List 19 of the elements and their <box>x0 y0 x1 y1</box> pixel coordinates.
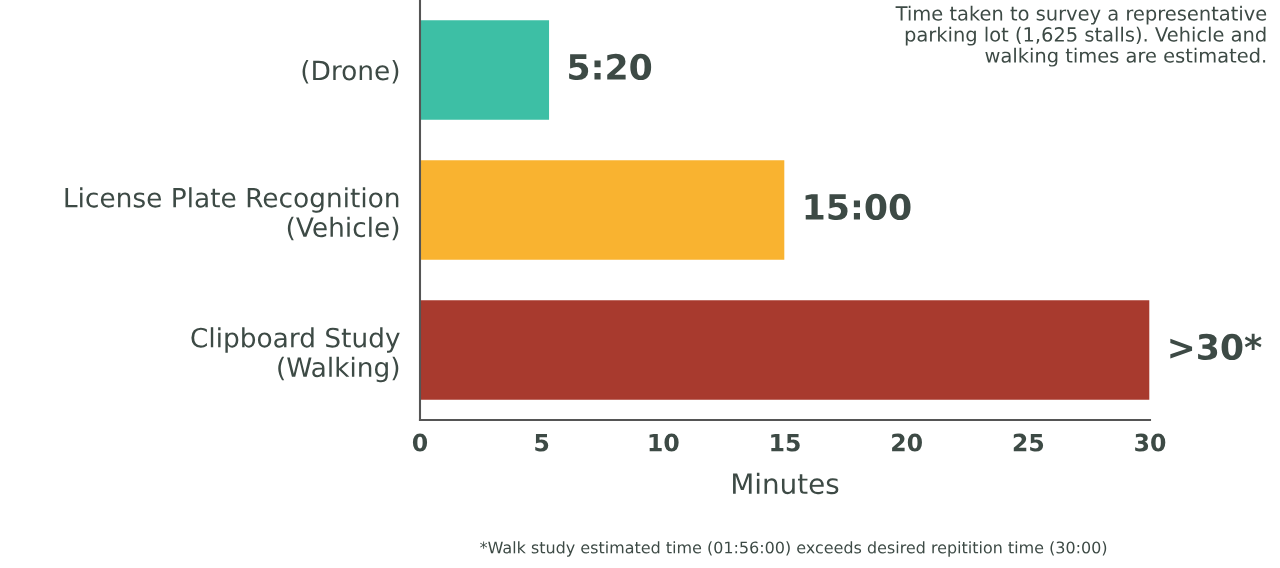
data-label: 5:20 <box>569 53 652 81</box>
x-tick-label: 10 <box>649 433 679 452</box>
data-label: >30* <box>1170 333 1262 361</box>
x-tick-label: 25 <box>1013 433 1044 452</box>
data-label: 15:00 <box>805 193 911 221</box>
y-tick-label: Clipboard Study (Walking) <box>191 327 400 383</box>
bar <box>420 158 786 262</box>
y-tick-label: License Plate Recognition (Vehicle) <box>65 187 399 241</box>
annotation: Time taken to survey a representative parking lot (1,625 stalls). Vehicle and walking times are estimated. <box>895 5 1267 67</box>
y-tick-label: (Drone) <box>302 60 399 84</box>
x-axis-title: Minutes <box>733 472 839 495</box>
x-tick-label: 20 <box>892 433 922 452</box>
x-tick-label: 15 <box>771 433 800 452</box>
bar <box>420 18 551 122</box>
bar <box>420 298 1150 402</box>
text: *Walk study estimated time (01:56:00) exceeds desired repitition time (30:00) <box>480 541 1107 557</box>
x-tick-label: 30 <box>1135 433 1166 452</box>
x-tick-label: 0 <box>412 433 428 452</box>
x-tick-label: 5 <box>535 433 549 452</box>
